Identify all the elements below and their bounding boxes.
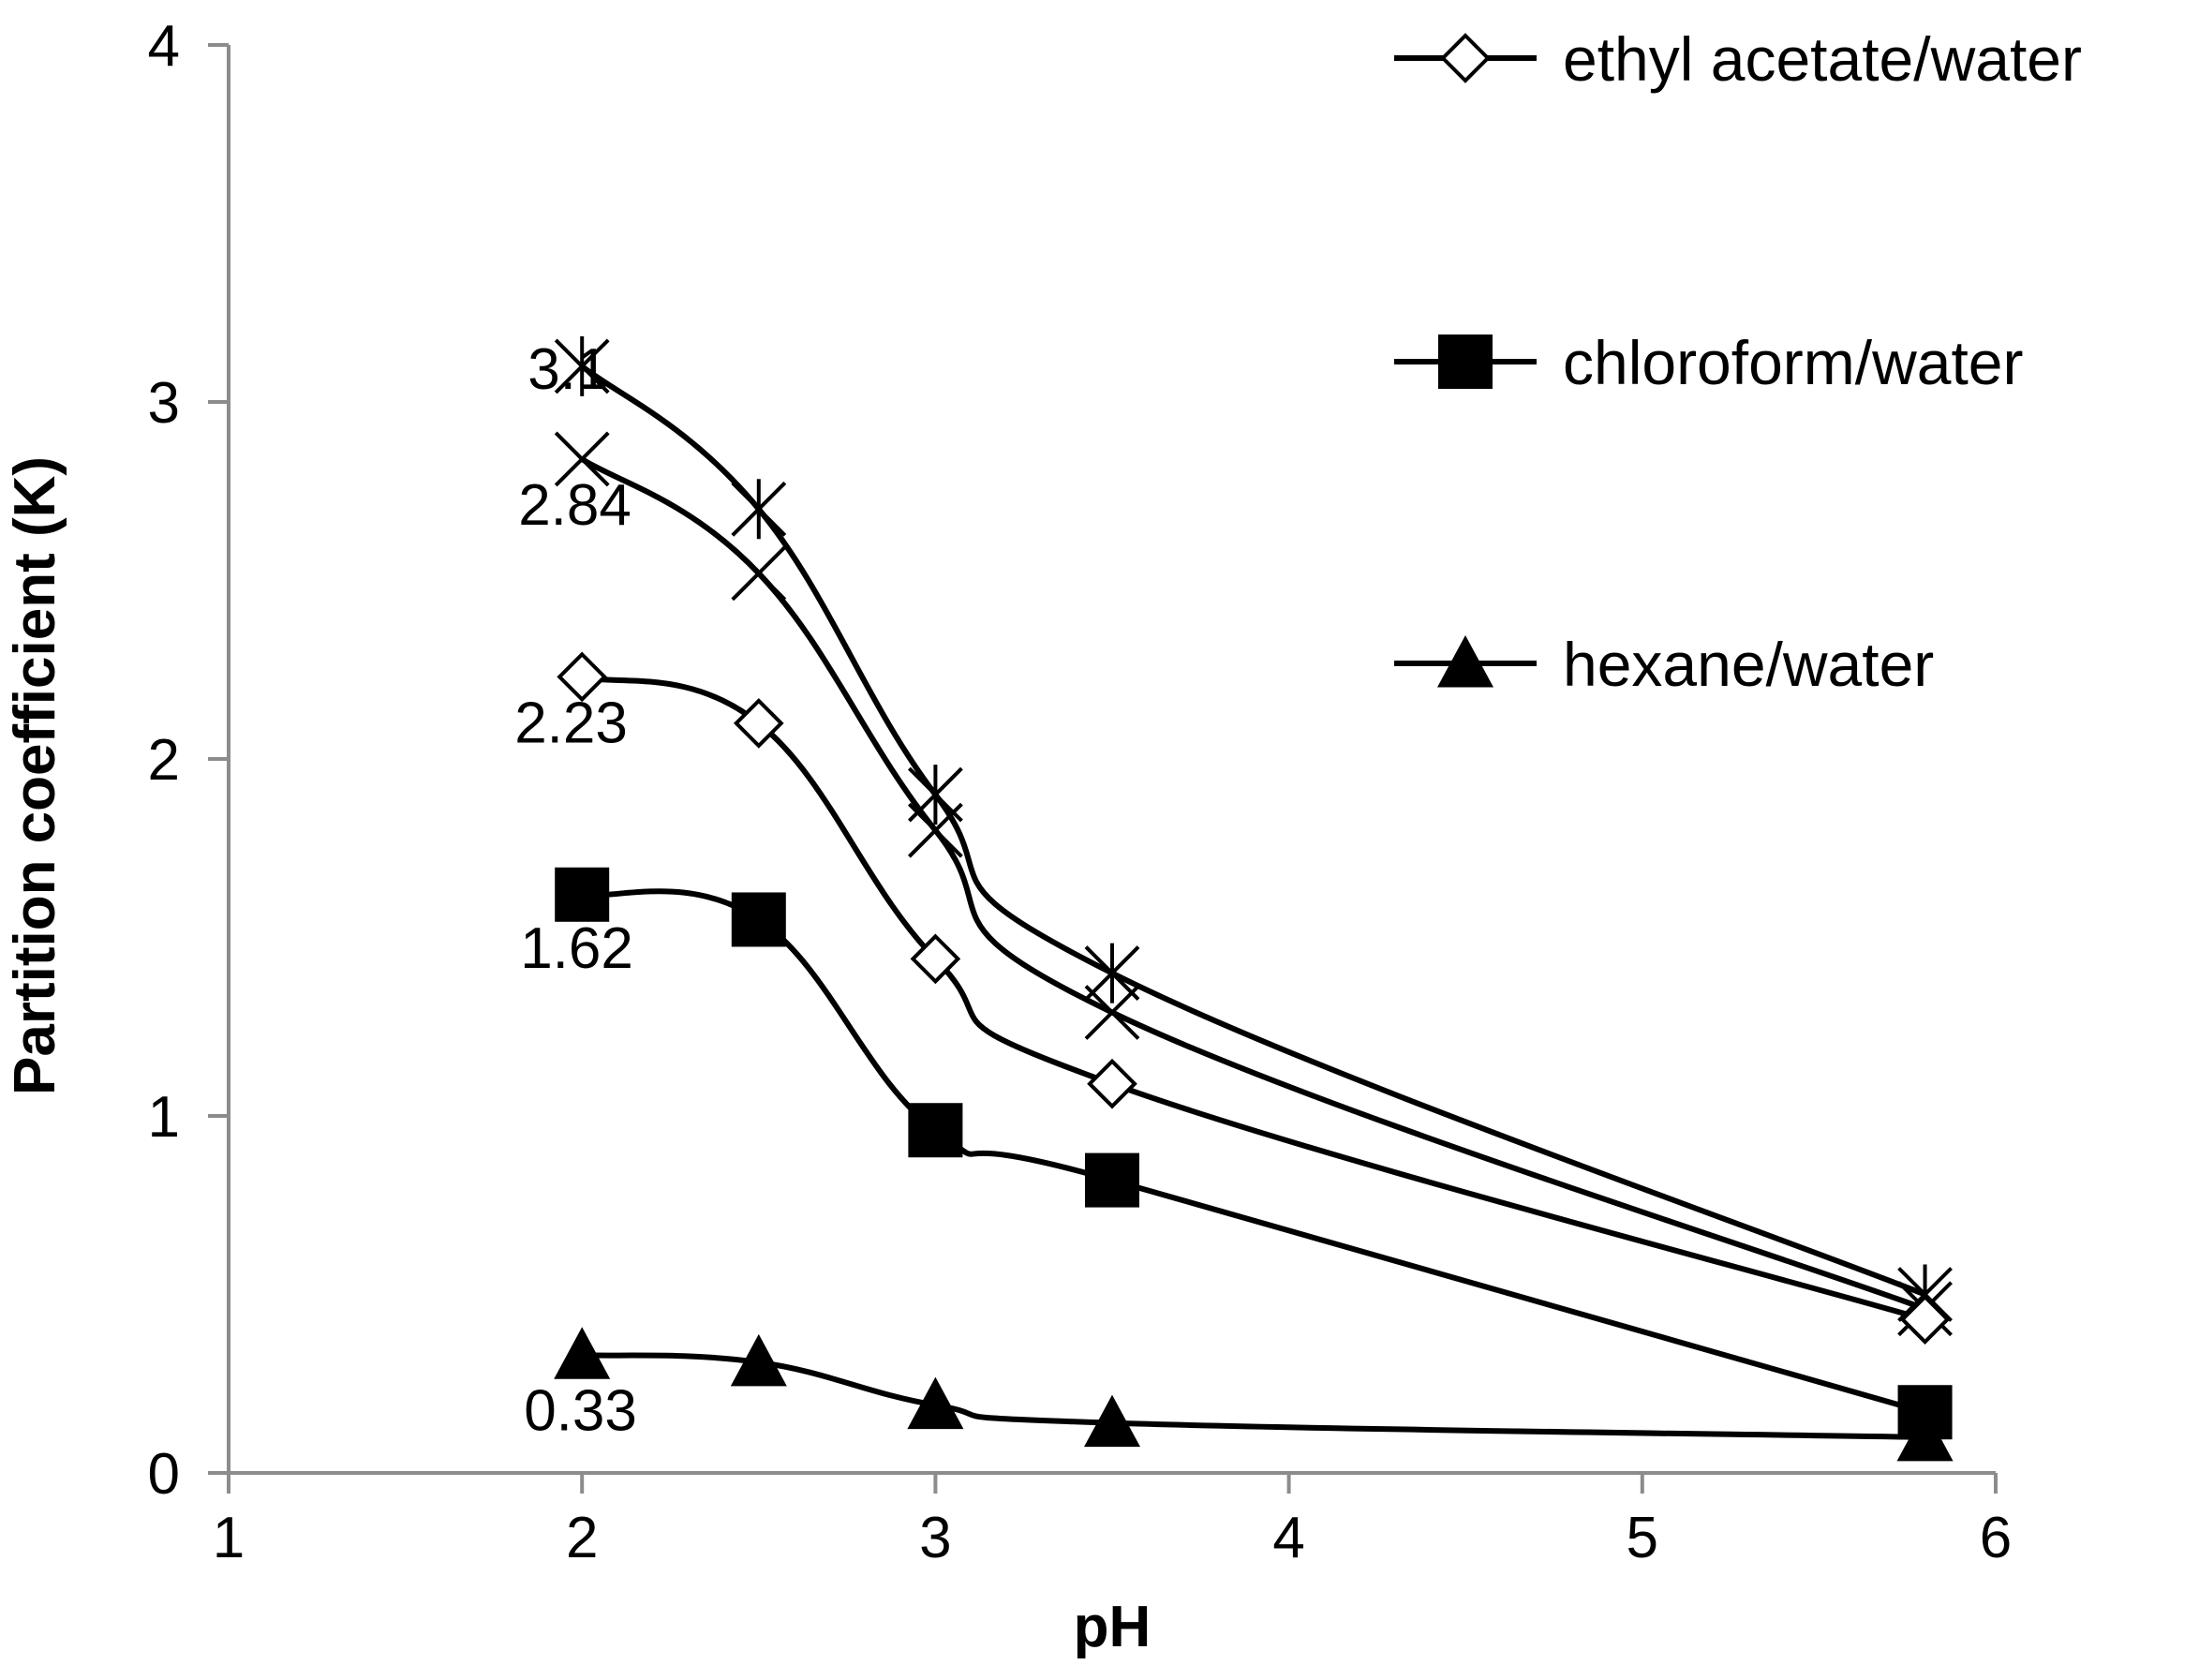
legend: ethyl acetate/water chloroform/water hexan… (1394, 24, 2082, 699)
series-3-point-0 (555, 867, 610, 922)
series-1-point-0 (554, 431, 610, 487)
legend-label: hexane/water (1563, 630, 1934, 699)
series-4-point-3 (1084, 1394, 1140, 1448)
series-0-point-0 (554, 335, 610, 396)
legend-label: chloroform/water (1563, 328, 2024, 397)
x-axis-title: pH (1074, 1595, 1152, 1659)
data-label: 2.84 (518, 473, 631, 538)
x-tick-label: 3 (919, 1506, 951, 1570)
series-3-point-2 (908, 1103, 963, 1158)
series-1-point-3 (1084, 985, 1140, 1040)
y-tick-label: 2 (148, 728, 180, 793)
data-label: 2.23 (514, 691, 628, 755)
series-4-point-0 (554, 1327, 611, 1379)
x-tick-label: 2 (566, 1506, 598, 1570)
series-3-point-1 (731, 892, 786, 947)
legend-marker (1437, 635, 1493, 688)
series-1-point-1 (731, 545, 787, 602)
series-4-point-1 (730, 1333, 787, 1387)
series-0-point-2 (907, 765, 963, 825)
legend-label: ethyl acetate/water (1563, 24, 2082, 94)
series-0-point-1 (731, 479, 787, 540)
legend-marker (1440, 33, 1491, 83)
series-line-3 (581, 888, 1926, 1416)
series-1-point-2 (907, 802, 963, 858)
series-2-point-4 (1899, 1294, 1951, 1345)
series-3-point-3 (1085, 1152, 1139, 1208)
series-0-point-3 (1084, 943, 1140, 1004)
series-4-point-2 (907, 1376, 964, 1430)
data-label: 1.62 (520, 916, 633, 981)
x-tick-label: 1 (213, 1506, 245, 1570)
series-line-0 (580, 364, 1926, 1298)
legend-marker (1438, 335, 1493, 389)
y-tick-label: 1 (148, 1085, 180, 1150)
x-tick-label: 4 (1272, 1506, 1304, 1570)
series-4-point-4 (1896, 1408, 1954, 1462)
x-tick-label: 5 (1627, 1506, 1658, 1570)
y-tick-label: 0 (148, 1442, 180, 1507)
series-2-point-1 (733, 698, 784, 749)
series-line-1 (580, 456, 1926, 1312)
series-2-point-0 (557, 651, 608, 703)
legend-item: ethyl acetate/water (1394, 24, 2082, 94)
data-label: 0.33 (524, 1378, 637, 1443)
legend-item: hexane/water (1394, 630, 1934, 699)
x-tick-label: 6 (1980, 1506, 2012, 1570)
y-axis-title: Partition coefficient (K) (3, 456, 67, 1095)
series-2-point-2 (910, 933, 961, 985)
y-tick-label: 3 (148, 371, 180, 436)
series-line-4 (582, 1352, 1925, 1440)
data-label: 3.1 (527, 337, 608, 402)
data-labels: 3.1 2.84 2.23 1.62 0.33 (514, 337, 637, 1443)
series-2-point-3 (1087, 1058, 1137, 1109)
y-tick-label: 4 (148, 14, 180, 79)
series-markers (554, 335, 1954, 1462)
legend-item: chloroform/water (1394, 328, 2024, 397)
